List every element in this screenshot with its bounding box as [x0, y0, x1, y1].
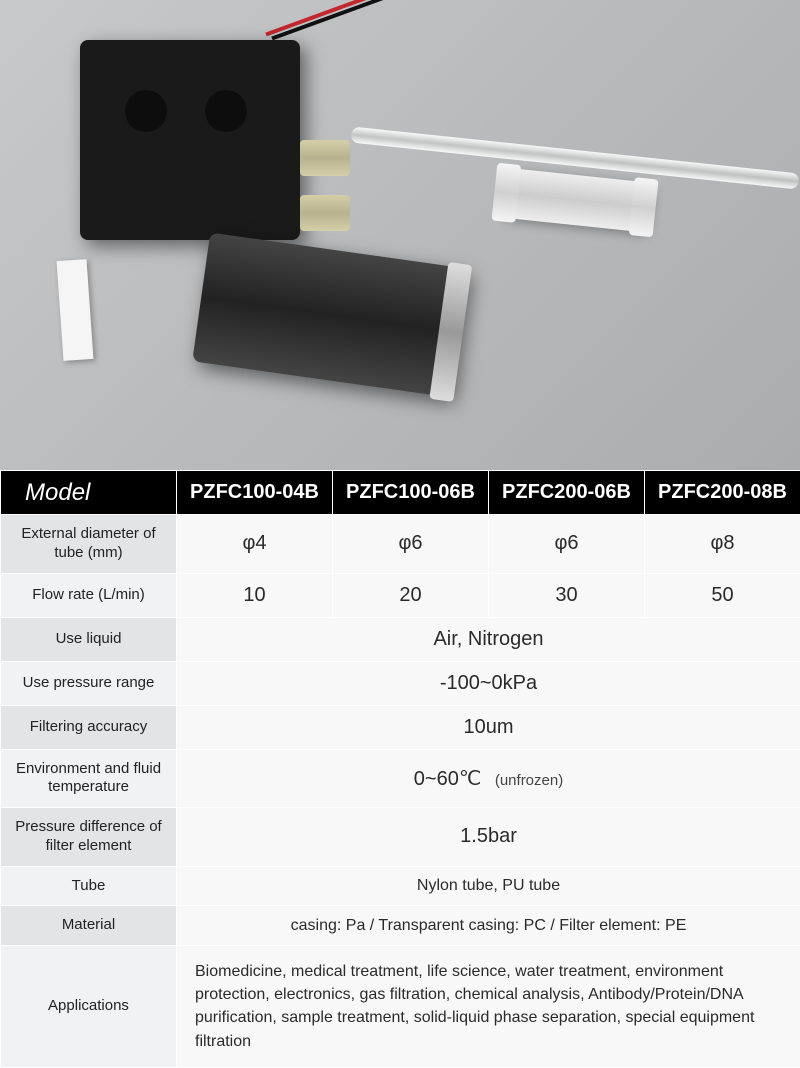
label-filtering-accuracy: Filtering accuracy — [1, 705, 177, 749]
val-ext-diameter-1: φ6 — [333, 515, 489, 574]
val-flow-rate-3: 50 — [645, 573, 800, 617]
val-filtering-accuracy: 10um — [177, 705, 800, 749]
label-material: Material — [1, 906, 177, 946]
val-pressure-diff: 1.5bar — [177, 808, 800, 867]
row-filtering-accuracy: Filtering accuracy 10um — [1, 705, 800, 749]
row-env-temp: Environment and fluid temperature 0~60℃ … — [1, 749, 800, 808]
row-applications: Applications Biomedicine, medical treatm… — [1, 946, 800, 1068]
inline-filter — [498, 167, 652, 232]
val-ext-diameter-2: φ6 — [489, 515, 645, 574]
product-label-sticker — [57, 259, 94, 361]
val-flow-rate-2: 30 — [489, 573, 645, 617]
val-flow-rate-1: 20 — [333, 573, 489, 617]
env-temp-value: 0~60℃ — [414, 768, 482, 790]
val-tube: Nylon tube, PU tube — [177, 866, 800, 906]
header-model-label: Model — [1, 471, 177, 515]
row-tube: Tube Nylon tube, PU tube — [1, 866, 800, 906]
product-photo — [0, 0, 800, 470]
pump-head — [80, 40, 300, 240]
header-row: Model PZFC100-04B PZFC100-06B PZFC200-06… — [1, 471, 800, 515]
label-ext-diameter: External diameter of tube (mm) — [1, 515, 177, 574]
val-ext-diameter-3: φ8 — [645, 515, 800, 574]
label-env-temp: Environment and fluid temperature — [1, 749, 177, 808]
spec-table: Model PZFC100-04B PZFC100-06B PZFC200-06… — [0, 470, 800, 1068]
val-env-temp: 0~60℃ (unfrozen) — [177, 749, 800, 808]
header-model-2: PZFC200-06B — [489, 471, 645, 515]
label-pressure-diff: Pressure difference of filter element — [1, 808, 177, 867]
val-pressure-range: -100~0kPa — [177, 661, 800, 705]
header-model-3: PZFC200-08B — [645, 471, 800, 515]
header-model-0: PZFC100-04B — [177, 471, 333, 515]
env-temp-note: (unfrozen) — [495, 772, 563, 789]
row-pressure-range: Use pressure range -100~0kPa — [1, 661, 800, 705]
val-use-liquid: Air, Nitrogen — [177, 617, 800, 661]
label-flow-rate: Flow rate (L/min) — [1, 573, 177, 617]
label-tube: Tube — [1, 866, 177, 906]
fitting-bottom — [300, 195, 350, 231]
row-ext-diameter: External diameter of tube (mm) φ4 φ6 φ6 … — [1, 515, 800, 574]
label-pressure-range: Use pressure range — [1, 661, 177, 705]
pump-motor — [192, 233, 468, 398]
label-applications: Applications — [1, 946, 177, 1068]
val-flow-rate-0: 10 — [177, 573, 333, 617]
val-material: casing: Pa / Transparent casing: PC / Fi… — [177, 906, 800, 946]
row-use-liquid: Use liquid Air, Nitrogen — [1, 617, 800, 661]
label-use-liquid: Use liquid — [1, 617, 177, 661]
fitting-top — [300, 140, 350, 176]
header-model-1: PZFC100-06B — [333, 471, 489, 515]
val-applications: Biomedicine, medical treatment, life sci… — [177, 946, 800, 1068]
row-pressure-diff: Pressure difference of filter element 1.… — [1, 808, 800, 867]
val-ext-diameter-0: φ4 — [177, 515, 333, 574]
row-flow-rate: Flow rate (L/min) 10 20 30 50 — [1, 573, 800, 617]
row-material: Material casing: Pa / Transparent casing… — [1, 906, 800, 946]
